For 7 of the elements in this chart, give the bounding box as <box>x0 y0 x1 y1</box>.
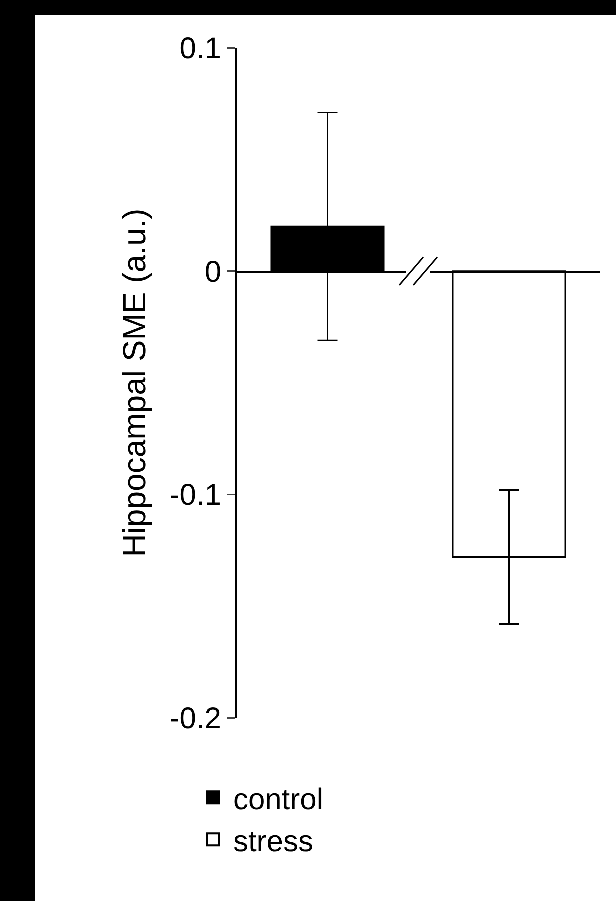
y-tick-label: -0.1 <box>170 479 222 512</box>
y-axis-title: Hippocampal SME (a.u.) <box>116 208 152 558</box>
y-tick-label: 0 <box>204 256 222 289</box>
legend-label: control <box>233 783 324 816</box>
legend-label: stress <box>233 825 314 858</box>
y-tick-label: -0.2 <box>170 702 222 736</box>
y-tick-label: 0.1 <box>180 32 222 66</box>
